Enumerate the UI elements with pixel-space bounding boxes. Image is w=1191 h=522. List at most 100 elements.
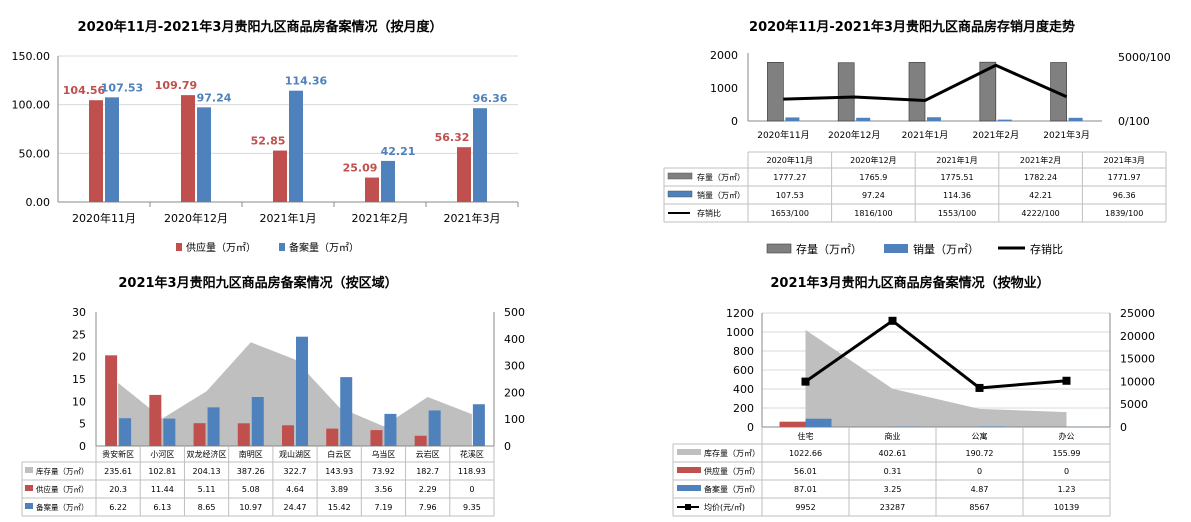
bar-record [251,397,264,446]
bar-record [384,413,397,446]
table-cell: 1653/100 [771,209,809,218]
table-swatch [667,172,693,180]
legend-label: 存销比 [1030,242,1063,256]
bar-supply [457,147,471,202]
legend-swatch [884,244,908,253]
y-tick-label: 800 [733,345,754,358]
bar-supply [282,425,294,446]
y2-tick-label: 5000/100 [1118,51,1171,64]
bar-record [473,108,487,202]
bar-supply [149,394,162,446]
table-cell: 56.01 [794,467,817,476]
legend-swatch [176,243,182,251]
point-price [975,383,984,392]
line-price [804,318,1067,390]
table-cell: 1816/100 [854,209,892,218]
y-tick-label: 2000 [710,49,738,62]
bar-supply [237,423,250,446]
x-tick-label: 2021年3月 [444,211,501,225]
table-cell: 0 [469,485,474,494]
table-cell: 73.92 [372,467,395,476]
table-cell: 1.23 [1058,485,1076,494]
y-tick-label: 20 [72,351,86,364]
table-point-marker [685,504,691,510]
table-header: 2020年12月 [850,155,897,165]
y-tick-label: 30 [72,306,86,319]
table-cell: 235.61 [104,467,132,476]
table-cell: 1553/100 [938,209,976,218]
table-header: 贵安新区 [102,449,134,459]
bar-stock [908,62,926,122]
table-cell: 96.36 [1113,191,1136,200]
bar-record [207,407,220,446]
data-label-record: 97.24 [197,91,232,104]
bar-record [805,418,832,427]
table-cell: 0.31 [884,467,902,476]
table-header: 商业 [885,431,901,441]
table-cell: 8.65 [198,503,216,512]
table-cell: 114.36 [943,191,971,200]
y-tick-label: 150.00 [12,50,51,63]
legend-label: 供应量（万㎡） [186,241,256,254]
table-header: 花溪区 [460,449,484,459]
y-tick-label: 10 [72,395,86,408]
table-swatch [667,190,693,198]
table-cell: 0 [977,467,982,476]
bar-supply [370,430,383,446]
bar-supply [193,423,206,446]
y-tick-label: 600 [733,364,754,377]
table-cell: 1839/100 [1105,209,1143,218]
y-tick-label: 0.00 [26,196,51,209]
table-cell: 7.96 [419,503,437,512]
table-cell: 182.7 [416,467,439,476]
bar-supply [414,435,427,446]
table-cell: 87.01 [794,485,817,494]
table-cell: 143.93 [325,467,353,476]
table-cell: 7.19 [375,503,393,512]
y-tick-label: 1000 [710,82,738,95]
data-label-record: 107.53 [101,81,143,94]
table-header: 白云区 [327,449,351,459]
point-price [801,377,810,386]
y2-tick-label: 20000 [1120,330,1155,343]
data-label-supply: 109.79 [155,79,197,92]
table-cell: 5.11 [198,485,216,494]
data-label-supply: 56.32 [435,131,470,144]
table-header: 观山湖区 [279,449,311,459]
x-tick-label: 2021年3月 [1043,129,1090,141]
bar-supply [779,421,806,427]
table-header: 2021年2月 [1020,155,1061,165]
table-cell: 9952 [795,503,815,512]
data-label-record: 96.36 [473,92,508,105]
table-header: 住宅 [798,431,814,441]
table-cell: 5.08 [242,485,260,494]
bar-sales [927,117,941,121]
point-price [1062,376,1071,385]
bar-supply [273,150,287,202]
table-cell: 107.53 [776,191,804,200]
table-row-label: 存销比 [697,208,721,218]
table-row-label: 备案量（万㎡） [36,502,89,512]
table-swatch [677,467,701,473]
table-cell: 1777.27 [773,173,806,182]
table-cell: 322.7 [284,467,307,476]
y2-tick-label: 200 [504,386,525,399]
table-row-label: 销量（万㎡） [697,190,745,200]
table-row-label: 存量（万㎡） [697,172,745,182]
table-header: 2021年3月 [1103,155,1144,165]
table-cell: 20.3 [109,485,127,494]
legend-label: 备案量（万㎡） [289,241,359,254]
table-cell: 1765.9 [859,173,887,182]
bar-record [381,160,395,202]
table-cell: 9.35 [463,503,481,512]
table-cell: 3.56 [375,485,393,494]
table-cell: 1771.97 [1108,173,1141,182]
y-tick-label: 200 [733,402,754,415]
table-row-label: 库存量（万㎡） [704,448,760,458]
data-label-supply: 104.56 [63,84,106,97]
table-swatch [677,449,701,455]
y2-tick-label: 500 [504,306,525,319]
table-row-label: 库存量（万㎡） [36,466,89,476]
table-cell: 97.24 [862,191,885,200]
